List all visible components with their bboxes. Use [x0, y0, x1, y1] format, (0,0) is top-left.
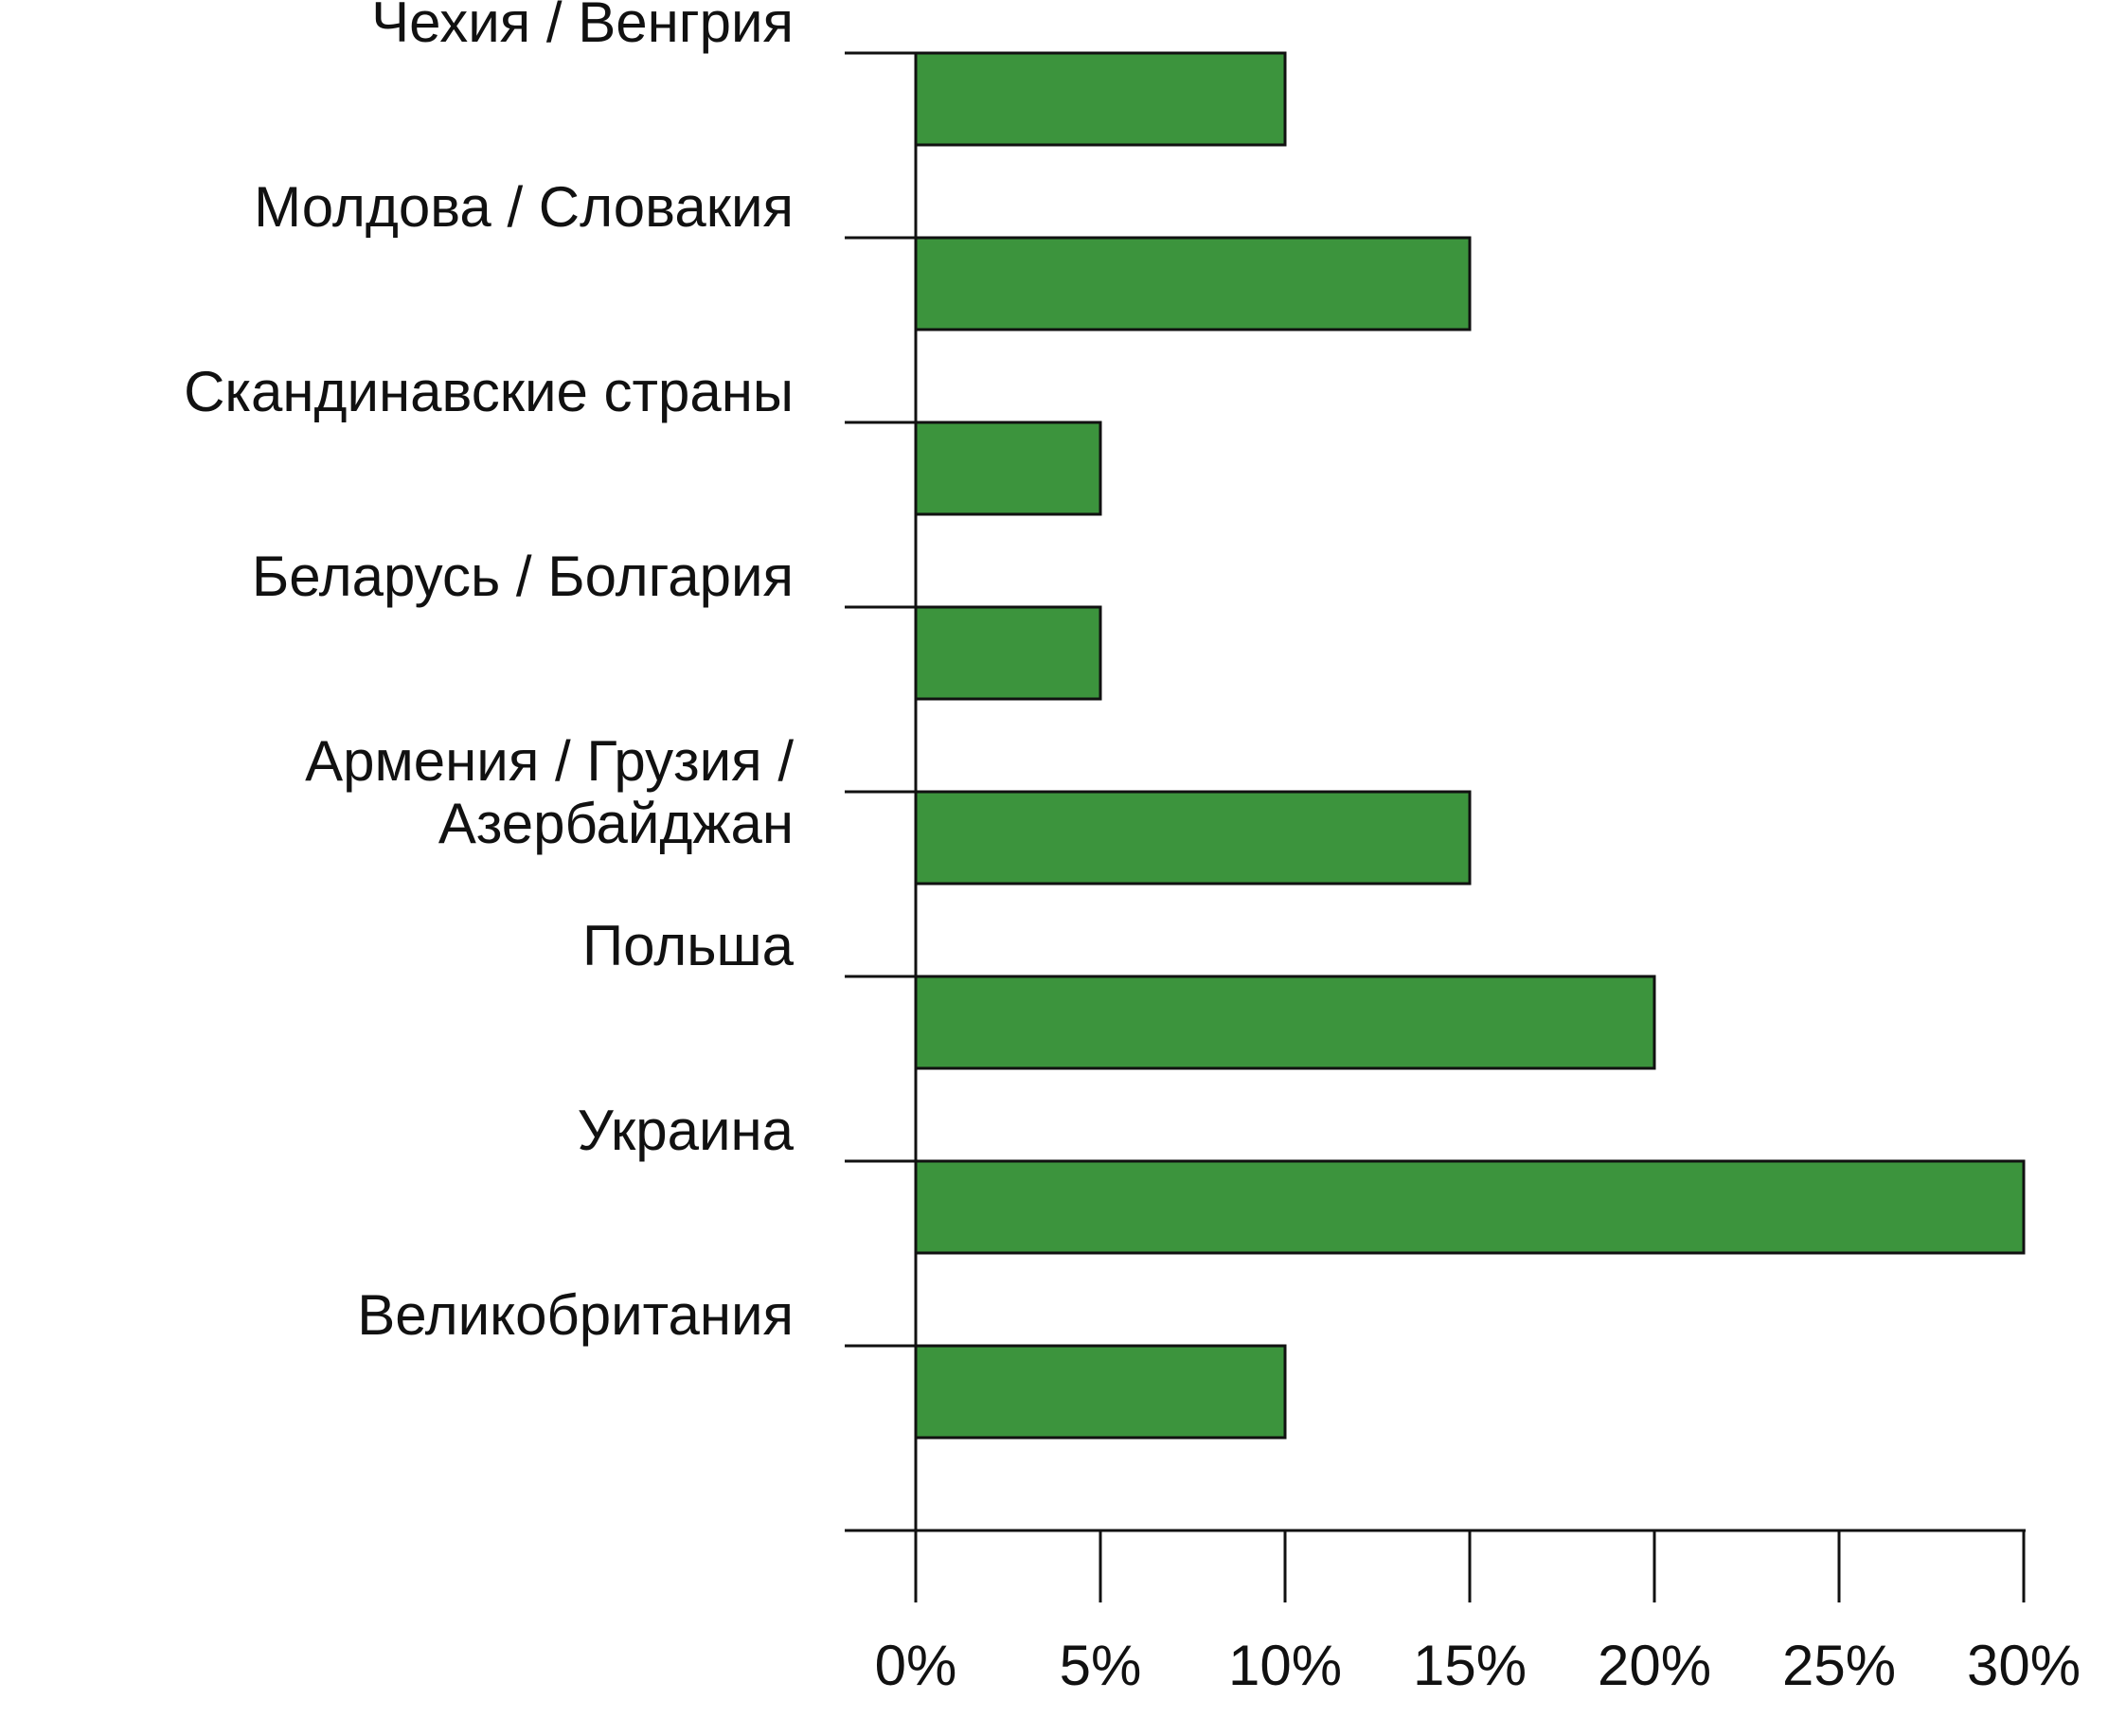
bar — [914, 236, 1472, 331]
category-ticks — [845, 51, 916, 1348]
bar — [914, 1159, 2026, 1255]
category-label: Великобритания — [357, 1283, 794, 1347]
category-label: Польша — [582, 914, 795, 977]
x-tick-label: 10% — [1228, 1634, 1342, 1697]
x-tick-label: 20% — [1598, 1634, 1711, 1697]
category-label: Беларусь / Болгария — [252, 545, 794, 608]
category-label: Армения / Грузия / Азербайджан — [305, 729, 794, 855]
x-tick-label: 15% — [1413, 1634, 1527, 1697]
x-tick-label: 25% — [1782, 1634, 1896, 1697]
category-label: Скандинавские страны — [184, 360, 794, 423]
x-tick-label: 5% — [1060, 1634, 1142, 1697]
category-label: Украина — [578, 1099, 795, 1162]
bar — [914, 51, 1287, 147]
bars — [914, 51, 2026, 1440]
category-labels: Чехия / Венгрия Молдова / Словакия Скандин… — [184, 0, 795, 1347]
bar — [914, 605, 1102, 701]
x-axis: 0% 5% 10% 15% 20% 25% 30% — [845, 1529, 2081, 1697]
x-tick-label: 30% — [1967, 1634, 2081, 1697]
bar — [914, 975, 1656, 1070]
category-label: Чехия / Венгрия — [371, 0, 794, 54]
bar — [914, 790, 1472, 886]
category-label: Молдова / Словакия — [254, 175, 794, 239]
bar — [914, 421, 1102, 516]
x-tick-label: 0% — [875, 1634, 957, 1697]
bar — [914, 1344, 1287, 1440]
